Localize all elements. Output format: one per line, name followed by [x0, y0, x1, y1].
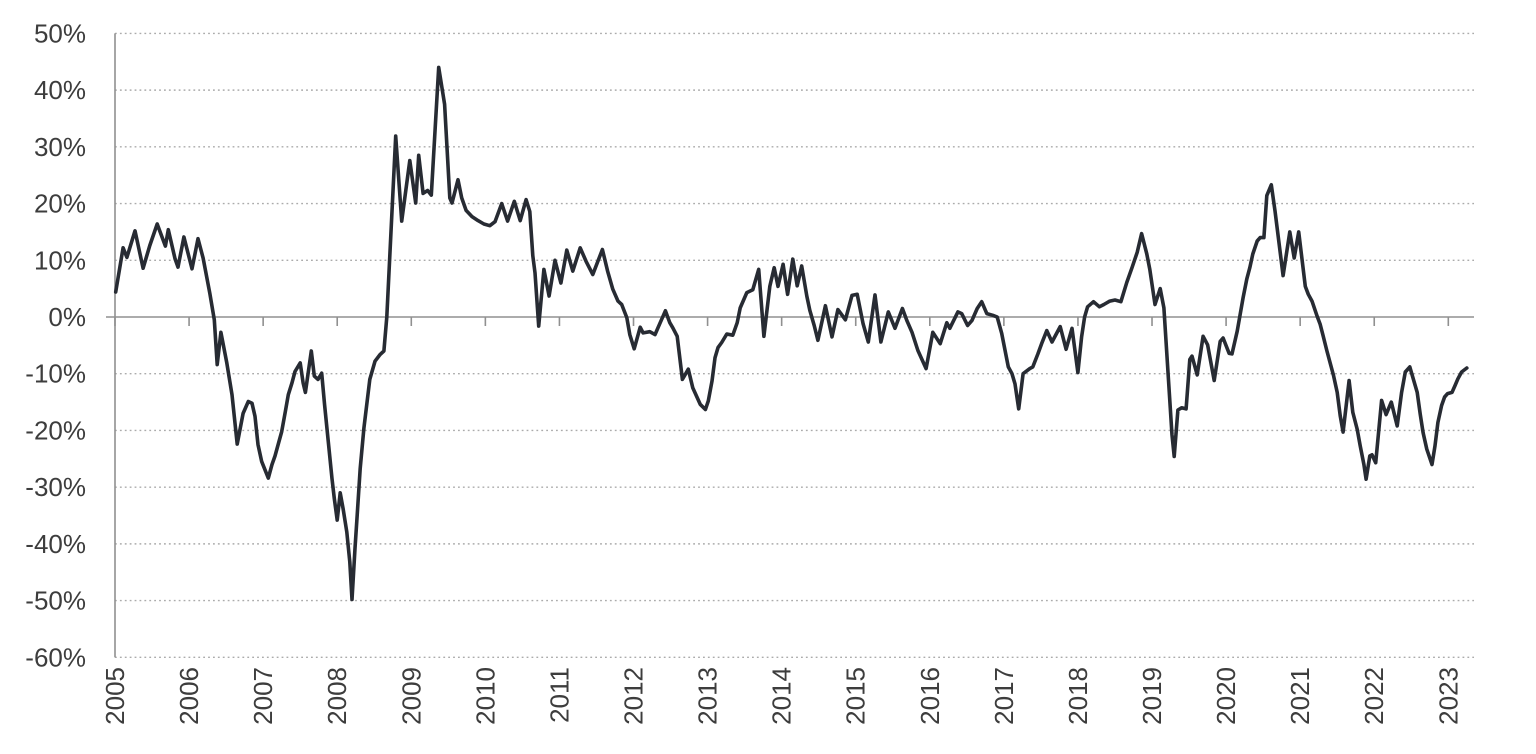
x-tick-label-2006: 2006	[174, 667, 204, 725]
y-tick-labels: 50% 40% 30% 20% 10% 0% -10% -20% -30% -40% -50% -60…	[25, 18, 86, 672]
x-axis-ticks	[114, 317, 1450, 326]
y-tick-label--30: -30%	[25, 472, 86, 502]
y-tick-label-50: 50%	[34, 18, 86, 48]
y-tick-label--50: -50%	[25, 586, 86, 616]
x-tick-label-2017: 2017	[989, 667, 1019, 725]
x-tick-label-2021: 2021	[1285, 667, 1315, 725]
x-tick-label-2007: 2007	[248, 667, 278, 725]
x-tick-label-2023: 2023	[1433, 667, 1463, 725]
x-tick-label-2015: 2015	[841, 667, 871, 725]
y-tick-label-40: 40%	[34, 75, 86, 105]
x-tick-label-2016: 2016	[915, 667, 945, 725]
x-tick-label-2019: 2019	[1137, 667, 1167, 725]
x-tick-label-2009: 2009	[396, 667, 426, 725]
x-tick-label-2022: 2022	[1359, 667, 1389, 725]
x-tick-label-2014: 2014	[767, 667, 797, 725]
x-tick-label-2010: 2010	[470, 667, 500, 725]
gridlines	[106, 32, 1474, 659]
x-tick-label-2018: 2018	[1063, 667, 1093, 725]
y-tick-label--40: -40%	[25, 529, 86, 559]
x-tick-label-2005: 2005	[100, 667, 130, 725]
y-tick-label--60: -60%	[25, 642, 86, 672]
x-tick-label-2012: 2012	[619, 667, 649, 725]
x-tick-label-2013: 2013	[693, 667, 723, 725]
x-tick-label-2020: 2020	[1211, 667, 1241, 725]
y-tick-label-0: 0%	[48, 302, 86, 332]
x-tick-label-2011: 2011	[544, 667, 574, 723]
x-tick-label-2008: 2008	[322, 667, 352, 725]
y-tick-label--10: -10%	[25, 359, 86, 389]
y-tick-label--20: -20%	[25, 415, 86, 445]
data-line-year-over-year-percent-change	[113, 65, 1469, 602]
y-tick-label-10: 10%	[34, 245, 86, 275]
x-tick-labels: 2005 2006 2007 2008 2009 2010 2011 2012 2013 2014…	[100, 667, 1463, 725]
y-tick-label-20: 20%	[34, 189, 86, 219]
y-tick-label-30: 30%	[34, 132, 86, 162]
